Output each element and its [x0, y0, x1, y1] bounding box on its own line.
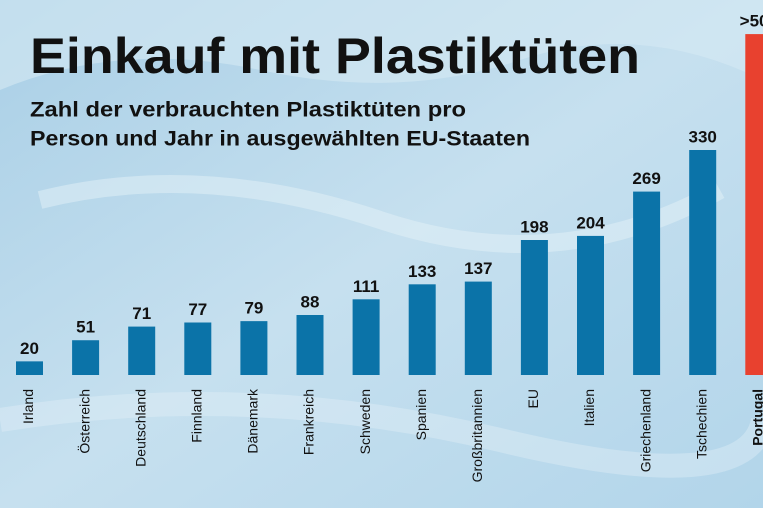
value-label: 51: [76, 318, 95, 337]
bar: [16, 361, 43, 375]
bar: [408, 284, 436, 375]
x-tick-label: Tschechien: [693, 389, 709, 459]
chart-title: Einkauf mit Plastiktüten: [30, 28, 640, 84]
chart-subtitle: Zahl der verbrauchten Plastiktüten pro: [30, 99, 466, 122]
value-label: 77: [188, 300, 207, 319]
x-tick-label: Deutschland: [132, 389, 148, 467]
value-label: 330: [689, 127, 717, 146]
bar: [577, 235, 604, 375]
x-tick-label: Italien: [581, 389, 597, 426]
bar: [633, 191, 661, 375]
value-label: 20: [20, 339, 39, 358]
x-tick-label: Frankreich: [301, 389, 317, 455]
x-tick-label: Österreich: [75, 389, 92, 454]
value-label: 111: [353, 277, 380, 296]
x-tick-label: Irland: [20, 389, 36, 424]
x-tick-label: Griechenland: [637, 389, 653, 472]
x-tick-label: Spanien: [413, 389, 429, 440]
x-tick-label: Portugal: [750, 389, 763, 446]
bag-fold: [37, 175, 725, 253]
bar: [128, 326, 156, 375]
x-tick-label: Finnland: [189, 389, 205, 443]
x-tick-label: Schweden: [357, 389, 373, 454]
bag-texture: [0, 0, 763, 90]
bar: [520, 240, 548, 375]
chart-subtitle: Person und Jahr in ausgewählten EU-Staat…: [30, 128, 530, 151]
value-label: 269: [632, 169, 660, 188]
value-label: 79: [244, 299, 263, 318]
value-label: 133: [408, 262, 436, 281]
value-label: 204: [576, 213, 605, 232]
bar: [352, 299, 380, 375]
bar: [689, 150, 717, 375]
x-tick-label: EU: [525, 389, 541, 408]
bar: [72, 340, 100, 375]
bar: [296, 315, 324, 375]
bar: [240, 321, 268, 375]
bar: [464, 281, 492, 375]
bar: [745, 34, 763, 375]
bag-fold: [0, 392, 763, 478]
value-label: 198: [520, 217, 548, 236]
value-label: 71: [132, 304, 151, 323]
value-label: >500: [740, 12, 763, 31]
x-tick-label: Dänemark: [245, 388, 261, 454]
x-tick-label: Großbritannien: [469, 389, 485, 482]
value-label: 88: [301, 292, 320, 311]
value-label: 137: [464, 259, 492, 278]
bar: [184, 322, 212, 375]
